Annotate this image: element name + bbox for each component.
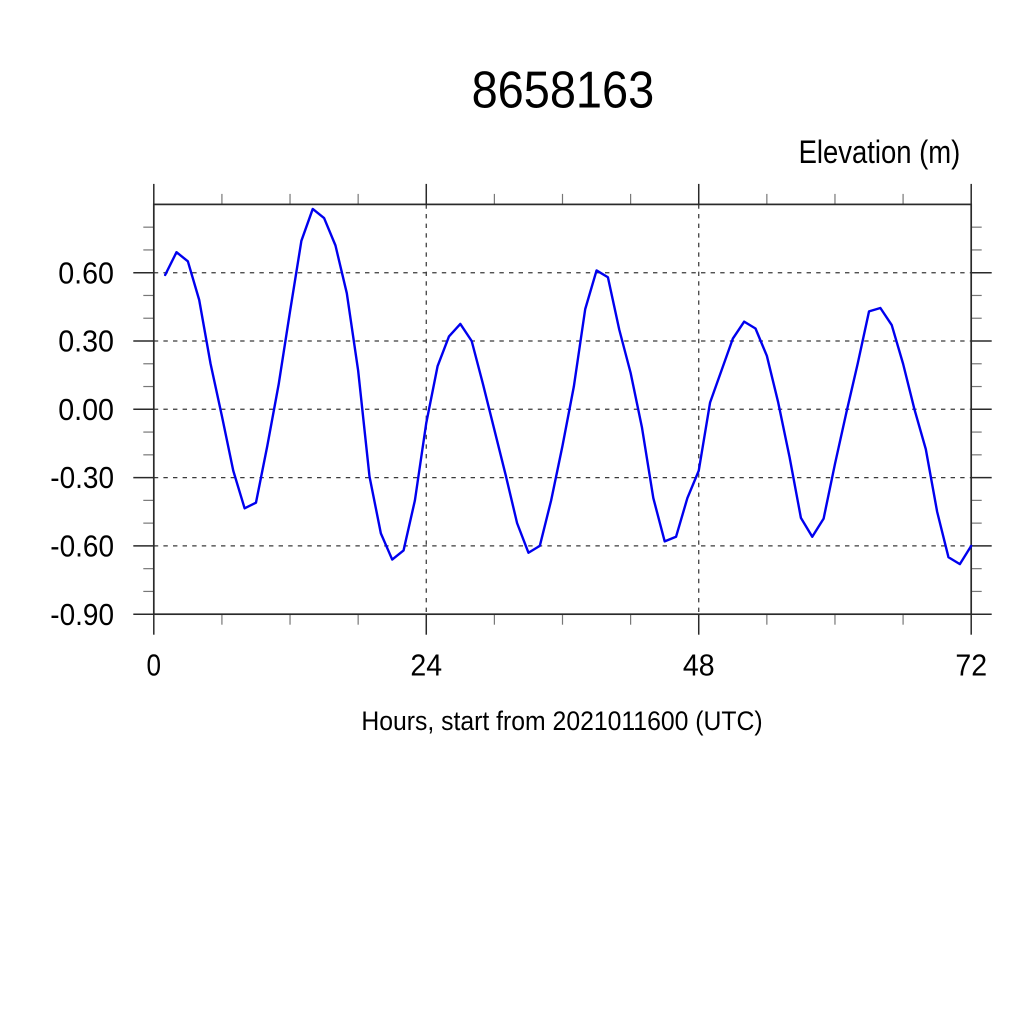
x-tick-label: 72 bbox=[955, 649, 987, 683]
y-tick-label: 0.30 bbox=[58, 325, 114, 359]
y-tick-label: 0.60 bbox=[58, 256, 114, 290]
chart-title: 8658163 bbox=[472, 61, 655, 119]
plot-frame bbox=[152, 203, 973, 616]
x-tick-label: 24 bbox=[410, 649, 442, 683]
y-tick-label: 0.00 bbox=[58, 393, 114, 427]
x-axis-label: Hours, start from 2021011600 (UTC) bbox=[361, 706, 762, 736]
y-tick-label: -0.30 bbox=[50, 461, 114, 495]
x-tick-label: 48 bbox=[683, 649, 715, 683]
x-tick-label: 0 bbox=[147, 649, 162, 683]
y-tick-label: -0.60 bbox=[50, 530, 114, 564]
y-tick-label: -0.90 bbox=[50, 598, 114, 632]
elevation-line bbox=[163, 207, 973, 566]
axis-tick-labels: -0.90 -0.60 -0.30 0.00 0.30 0.60 0 24 48 72 bbox=[50, 256, 987, 682]
grid-lines bbox=[153, 204, 972, 615]
axis-ticks bbox=[133, 183, 992, 635]
y-axis-label: Elevation (m) bbox=[799, 134, 961, 170]
